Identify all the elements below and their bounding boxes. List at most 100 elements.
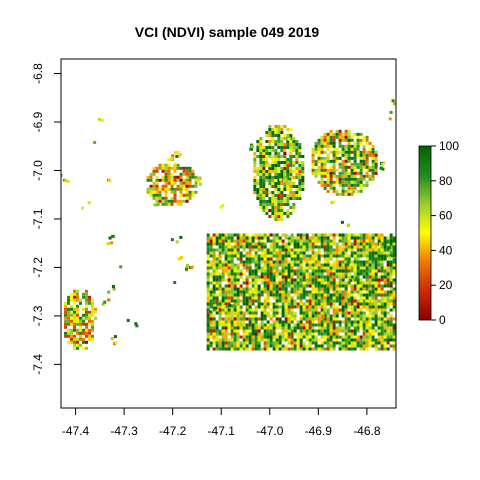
raster-cell [335, 272, 339, 276]
raster-cell [215, 332, 219, 336]
raster-cell [224, 254, 228, 258]
raster-cell [114, 341, 118, 345]
raster-cell [212, 314, 216, 318]
raster-cell [353, 311, 357, 315]
raster-cell [73, 298, 76, 302]
raster-cell [182, 184, 186, 188]
raster-cell [374, 284, 378, 288]
raster-cell [274, 194, 278, 198]
raster-cell [194, 181, 198, 185]
raster-cell [251, 287, 255, 291]
raster-cell [386, 269, 390, 273]
raster-cell [329, 269, 333, 273]
raster-cell [275, 344, 279, 348]
raster-cell [380, 284, 384, 288]
raster-cell [289, 188, 293, 192]
raster-cell [380, 290, 384, 294]
raster-cell [257, 305, 261, 309]
raster-cell [338, 138, 342, 142]
raster-cell [308, 272, 312, 276]
raster-cell [323, 299, 327, 303]
raster-cell [332, 335, 336, 339]
raster-cell [332, 147, 336, 151]
raster-cell [377, 326, 381, 330]
raster-cell [377, 314, 381, 318]
raster-cell [281, 248, 285, 252]
raster-cell [262, 170, 266, 174]
raster-cell [371, 239, 375, 243]
raster-cell [296, 236, 300, 240]
raster-cell [299, 320, 303, 324]
raster-cell [362, 236, 366, 240]
raster-cell [356, 308, 360, 312]
raster-cell [323, 293, 327, 297]
raster-cell [332, 326, 336, 330]
raster-cell [326, 168, 330, 172]
raster-cell [308, 254, 312, 258]
raster-cell [359, 183, 363, 187]
raster-cell [215, 272, 219, 276]
raster-cell [368, 317, 372, 321]
raster-cell [365, 168, 369, 172]
raster-cell [275, 287, 279, 291]
raster-cell [299, 299, 303, 303]
raster-cell [353, 332, 357, 336]
raster-cell [215, 308, 219, 312]
raster-cell [274, 143, 278, 147]
raster-cell [359, 302, 363, 306]
raster-cell [179, 202, 183, 206]
raster-cell [305, 266, 309, 270]
raster-cell [206, 302, 210, 306]
raster-cell [298, 143, 302, 147]
raster-cell [292, 143, 296, 147]
raster-cell [209, 344, 213, 348]
raster-cell [302, 254, 306, 258]
raster-cell [299, 281, 303, 285]
raster-cell [344, 239, 348, 243]
raster-cell [359, 159, 363, 163]
raster-cell [170, 187, 174, 191]
raster-cell [335, 269, 339, 273]
raster-cell [311, 278, 315, 282]
raster-cell [206, 320, 210, 324]
raster-cell [152, 169, 156, 173]
raster-cell [311, 171, 315, 175]
raster-cell [338, 290, 342, 294]
raster-cell [353, 132, 357, 136]
raster-cell [377, 323, 381, 327]
raster-cell [359, 236, 363, 240]
raster-cell [388, 256, 392, 260]
raster-cell [262, 191, 266, 195]
raster-cell [206, 344, 210, 348]
raster-cell [365, 180, 369, 184]
raster-cell [259, 140, 263, 144]
raster-cell [281, 269, 285, 273]
raster-cell [295, 146, 299, 150]
raster-cell [338, 347, 342, 351]
raster-cell [353, 171, 357, 175]
raster-cell [227, 266, 231, 270]
raster-cell [299, 302, 303, 306]
raster-cell [260, 308, 264, 312]
raster-cell [392, 317, 396, 321]
raster-cell [293, 302, 297, 306]
raster-cell [350, 162, 354, 166]
raster-cell [251, 341, 255, 345]
raster-cell [305, 257, 309, 261]
raster-cell [259, 161, 263, 165]
raster-cell [253, 185, 257, 189]
raster-cell [383, 326, 387, 330]
raster-cell [344, 257, 348, 261]
raster-cell [218, 332, 222, 336]
raster-cell [302, 242, 306, 246]
raster-cell [215, 329, 219, 333]
raster-cell [344, 248, 348, 252]
raster-cell [155, 196, 159, 200]
raster-cell [164, 190, 168, 194]
raster-cell [263, 242, 267, 246]
raster-cell [256, 197, 260, 201]
raster-cell [248, 236, 252, 240]
raster-cell [218, 281, 222, 285]
raster-cell [269, 293, 273, 297]
raster-cell [341, 245, 345, 249]
